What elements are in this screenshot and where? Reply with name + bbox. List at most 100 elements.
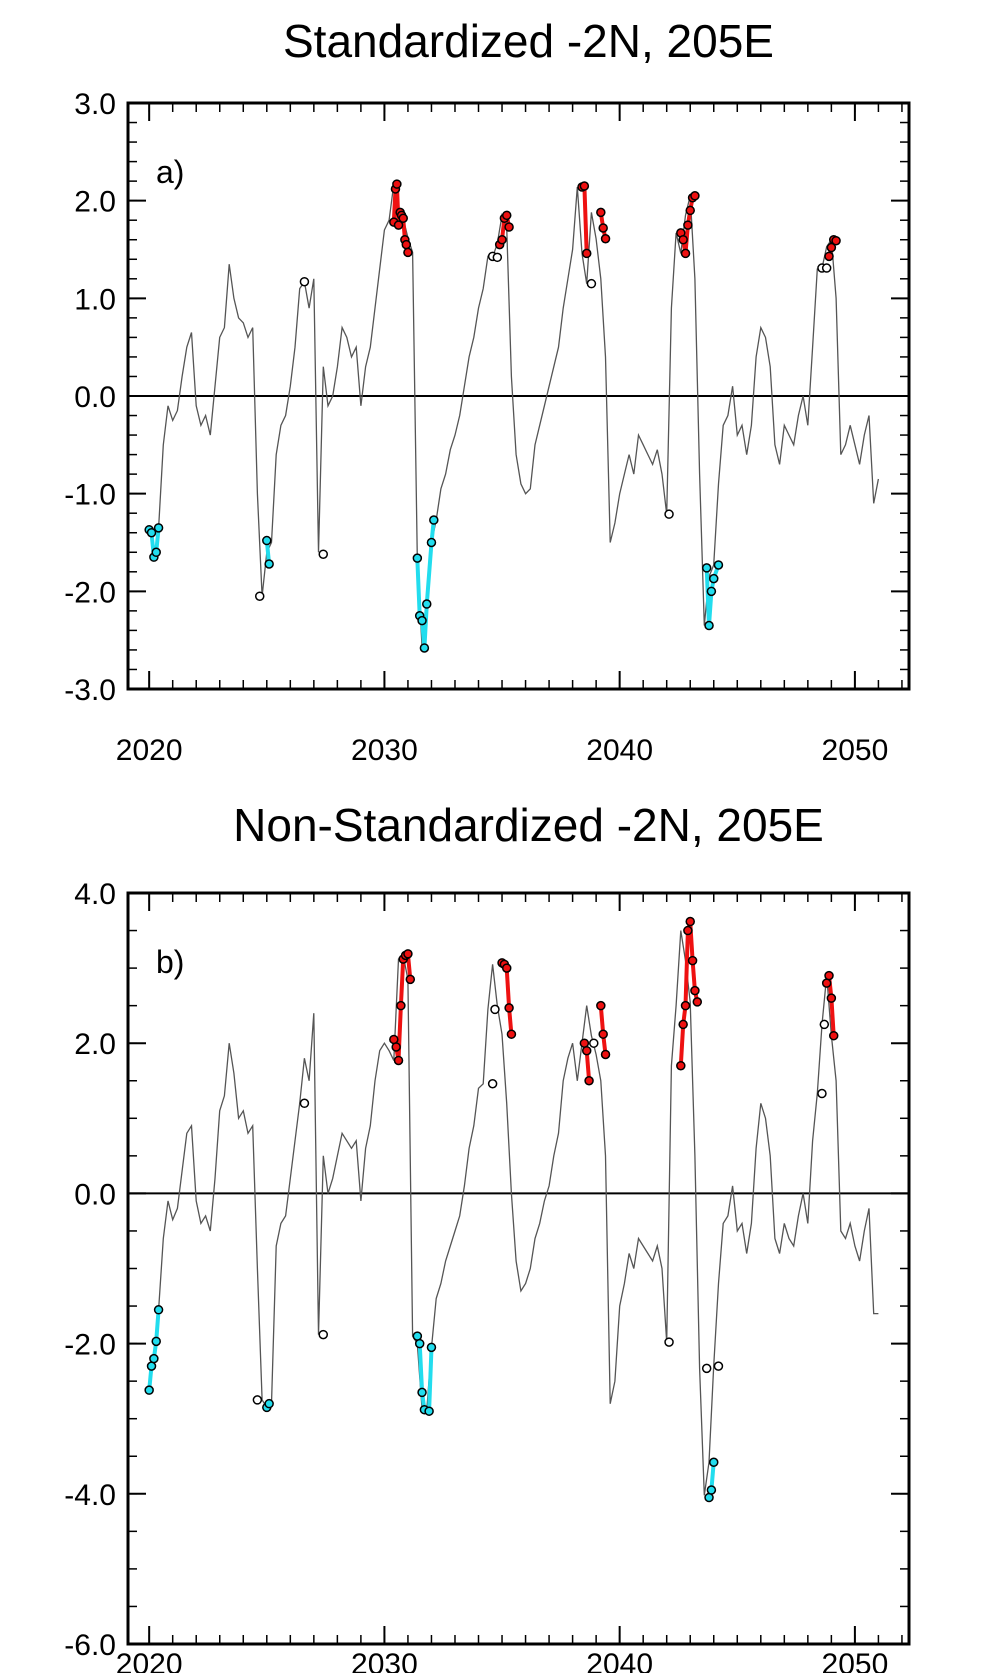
warm-event-point	[584, 1076, 594, 1086]
panel-a: Standardized -2N, 205E 3.0 2.0 1.0 0.0 -1.0 -2…	[64, 15, 911, 767]
warm-event-point	[501, 963, 512, 973]
y-tick-label: 3.0	[74, 88, 116, 121]
warm-event-point	[393, 1055, 404, 1066]
warm-event-point	[581, 1045, 592, 1056]
cold-event-point	[264, 559, 274, 569]
y-tick-label: 4.0	[74, 878, 116, 911]
warm-event-point	[392, 179, 402, 189]
plot-frame	[126, 891, 911, 1646]
warm-event-point	[683, 925, 693, 936]
warm-event-point	[393, 220, 404, 230]
x-tick-label: 2040	[586, 734, 653, 767]
x-tick-label: 2050	[822, 1648, 889, 1673]
warm-event-point	[596, 207, 606, 218]
x-tick-label: 2050	[822, 734, 889, 767]
cold-event-point	[419, 643, 430, 653]
warm-event-point	[690, 191, 700, 201]
warm-event-point	[685, 916, 695, 927]
warm-event-point	[403, 949, 413, 959]
warm-event-point	[581, 248, 592, 259]
cold-event-point	[153, 523, 164, 533]
warm-event-point	[678, 234, 688, 245]
cold-event-point	[704, 620, 714, 631]
neutral-point	[254, 591, 265, 601]
cold-event-point	[412, 553, 423, 563]
neutral-point	[318, 1329, 328, 1340]
warm-event-line	[500, 961, 514, 1035]
cold-event-point	[709, 1457, 719, 1468]
neutral-point	[586, 278, 597, 289]
index-series-line	[148, 184, 880, 649]
y-tick-label: -1.0	[64, 479, 116, 512]
cold-event-point	[426, 537, 437, 548]
warm-event-point	[690, 985, 700, 996]
plot-frame	[126, 101, 911, 691]
cold-event-point	[424, 1406, 434, 1416]
cold-event-point	[153, 1305, 164, 1315]
cold-event-line	[147, 1309, 161, 1391]
warm-event-point	[403, 247, 413, 258]
panel-b: Non-Standardized -2N, 205E 4.0 2.0 0.0 -2.0 -…	[64, 799, 911, 1673]
y-tick-label: 0.0	[74, 1178, 116, 1211]
neutral-point	[713, 1361, 724, 1371]
warm-event-point	[401, 239, 412, 250]
warm-event-point	[405, 974, 416, 985]
neutral-point	[821, 263, 832, 273]
index-series-line	[148, 930, 879, 1496]
cold-event-point	[417, 1387, 427, 1398]
warm-event-point	[596, 1000, 606, 1011]
warm-event-point	[831, 235, 841, 246]
warm-event-point	[680, 1000, 691, 1011]
cold-event-point	[709, 573, 719, 584]
y-tick-label: 2.0	[74, 1028, 116, 1061]
cold-event-point	[149, 1353, 159, 1364]
neutral-point	[664, 1337, 674, 1347]
cold-event-point	[262, 535, 272, 546]
cold-event-point	[706, 1485, 717, 1495]
cold-event-point	[146, 527, 157, 538]
cold-event-point	[151, 547, 161, 558]
cold-event-point	[429, 515, 439, 525]
warm-event-point	[676, 1060, 686, 1071]
neutral-point	[589, 1038, 599, 1048]
warm-event-point	[692, 997, 703, 1007]
panel-label: a)	[156, 154, 184, 190]
y-tick-label: 0.0	[74, 381, 116, 414]
warm-event-point	[683, 220, 693, 230]
warm-event-point	[504, 222, 514, 232]
neutral-point	[664, 509, 674, 519]
warm-event-point	[579, 181, 590, 191]
y-tick-label: -2.0	[64, 576, 116, 609]
warm-event-point	[504, 1003, 514, 1013]
warm-event-line	[581, 184, 589, 254]
chart-title: Non-Standardized -2N, 205E	[233, 799, 824, 851]
warm-event-point	[598, 1029, 608, 1039]
warm-event-point	[828, 1030, 839, 1041]
x-tick-label: 2030	[351, 1648, 418, 1673]
warm-event-point	[600, 234, 611, 244]
neutral-point	[817, 1088, 827, 1099]
x-tick-label: 2020	[116, 734, 183, 767]
y-tick-label: -3.0	[64, 674, 116, 707]
cold-event-point	[426, 1342, 437, 1353]
cold-event-point	[706, 586, 717, 597]
warm-event-point	[598, 223, 608, 233]
warm-event-point	[826, 993, 837, 1003]
warm-event-point	[497, 234, 507, 245]
neutral-point	[701, 1363, 712, 1374]
cold-event-point	[701, 563, 712, 573]
cold-event-point	[151, 1336, 161, 1347]
warm-event-point	[687, 955, 698, 966]
warm-event-point	[824, 970, 834, 981]
warm-event-point	[600, 1049, 611, 1060]
warm-event-point	[396, 1000, 406, 1011]
warm-event-point	[824, 251, 834, 262]
neutral-point	[490, 1004, 500, 1015]
neutral-point	[252, 1395, 263, 1405]
cold-event-point	[414, 1338, 425, 1349]
warm-event-point	[506, 1029, 517, 1039]
neutral-point	[299, 276, 310, 287]
y-tick-label: -2.0	[64, 1329, 116, 1362]
chart-title: Standardized -2N, 205E	[283, 15, 774, 67]
